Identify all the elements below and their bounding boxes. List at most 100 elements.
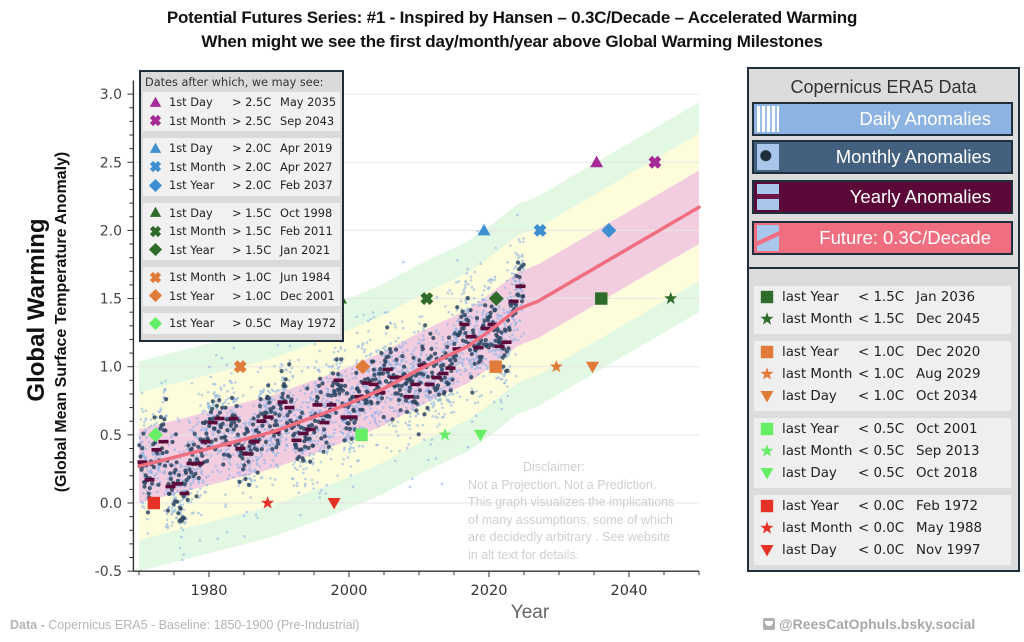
daily-point — [516, 338, 520, 342]
monthly-point — [463, 339, 469, 344]
legend-marker — [148, 289, 163, 303]
monthly-point — [302, 444, 308, 449]
square-marker — [489, 360, 502, 373]
monthly-point — [204, 431, 209, 436]
monthly-point — [203, 419, 208, 424]
daily-point — [307, 384, 310, 387]
legend-date: Dec 2001 — [280, 288, 335, 303]
daily-point — [498, 348, 502, 352]
monthly-point — [343, 383, 348, 388]
daily-point — [166, 478, 170, 481]
daily-point — [433, 402, 436, 406]
daily-point — [480, 394, 484, 397]
daily-point — [373, 416, 377, 420]
daily-point — [304, 477, 307, 481]
daily-point — [483, 285, 487, 288]
daily-point — [145, 517, 149, 521]
legend-marker — [149, 96, 162, 107]
daily-point — [320, 400, 324, 403]
legend-cond: < 0.0C — [858, 520, 905, 536]
daily-point — [342, 412, 346, 416]
y-tick-label: 1.0 — [100, 360, 122, 376]
daily-point — [258, 464, 262, 468]
daily-point — [319, 446, 322, 450]
daily-point — [140, 505, 144, 508]
legend-label: 1st Year — [169, 316, 215, 331]
monthly-point — [176, 511, 181, 516]
daily-point — [304, 461, 308, 464]
daily-point — [301, 401, 305, 404]
triangle-down-marker-icon — [760, 468, 774, 480]
monthly-point — [305, 386, 310, 391]
monthly-point — [169, 487, 175, 492]
daily-point — [458, 344, 462, 348]
daily-point — [216, 393, 219, 397]
daily-point — [140, 440, 143, 444]
daily-point — [518, 240, 522, 244]
daily-point — [420, 353, 424, 357]
daily-point — [404, 341, 408, 345]
daily-point — [190, 512, 194, 515]
daily-point — [376, 424, 380, 428]
daily-point — [163, 509, 166, 512]
monthly-point — [404, 409, 410, 414]
monthly-point — [316, 383, 322, 388]
square-marker — [595, 292, 608, 305]
daily-point — [170, 512, 174, 515]
daily-point — [140, 407, 144, 411]
daily-point — [226, 447, 230, 451]
monthly-point — [219, 435, 224, 440]
daily-point — [394, 326, 397, 329]
monthly-point — [372, 372, 377, 378]
daily-point — [144, 457, 148, 460]
legend-marker — [760, 345, 774, 359]
daily-point — [508, 308, 512, 312]
monthly-point — [459, 314, 464, 319]
daily-point — [198, 539, 202, 542]
daily-point — [470, 420, 474, 423]
daily-point — [352, 449, 356, 453]
legend-label: last Day — [782, 465, 837, 481]
daily-point — [181, 473, 185, 477]
daily-point — [241, 394, 245, 397]
daily-point — [507, 353, 510, 356]
y-tick-label: 0.0 — [100, 496, 122, 512]
daily-point — [149, 418, 153, 422]
daily-point — [469, 322, 473, 326]
legend-date: Dec 2045 — [916, 311, 981, 327]
daily-point — [349, 474, 353, 477]
daily-point — [226, 389, 229, 393]
daily-point — [309, 412, 312, 415]
daily-point — [464, 286, 467, 290]
social-credit: @ReesCatOphuls.bsky.social — [763, 616, 975, 632]
daily-point — [465, 272, 469, 275]
daily-point — [349, 465, 353, 468]
daily-point — [241, 491, 245, 495]
daily-point — [142, 491, 145, 495]
legend-row: 1st Year > 1.0C Dec 2001 — [143, 287, 340, 306]
daily-point — [485, 312, 488, 316]
daily-point — [185, 447, 189, 451]
daily-point — [516, 253, 519, 256]
monthly-point — [478, 358, 483, 363]
yearly-swatch-icon — [757, 184, 779, 210]
x-marker-icon — [149, 115, 162, 127]
legend-label: 1st Day — [169, 205, 213, 220]
daily-point — [201, 426, 205, 429]
daily-point — [258, 425, 261, 428]
daily-point — [490, 350, 493, 353]
monthly-point — [175, 478, 180, 483]
monthly-point — [213, 437, 218, 442]
daily-point — [362, 384, 366, 388]
monthly-point — [407, 385, 413, 390]
monthly-point — [400, 354, 405, 359]
yearly-dash — [151, 448, 162, 452]
legend-date: Oct 2034 — [916, 388, 978, 404]
daily-point — [239, 405, 243, 409]
daily-point — [459, 373, 462, 376]
daily-point — [318, 370, 321, 373]
monthly-point — [344, 391, 350, 396]
daily-point — [238, 470, 242, 474]
legend-date: May 1988 — [916, 520, 983, 536]
daily-point — [466, 282, 470, 286]
